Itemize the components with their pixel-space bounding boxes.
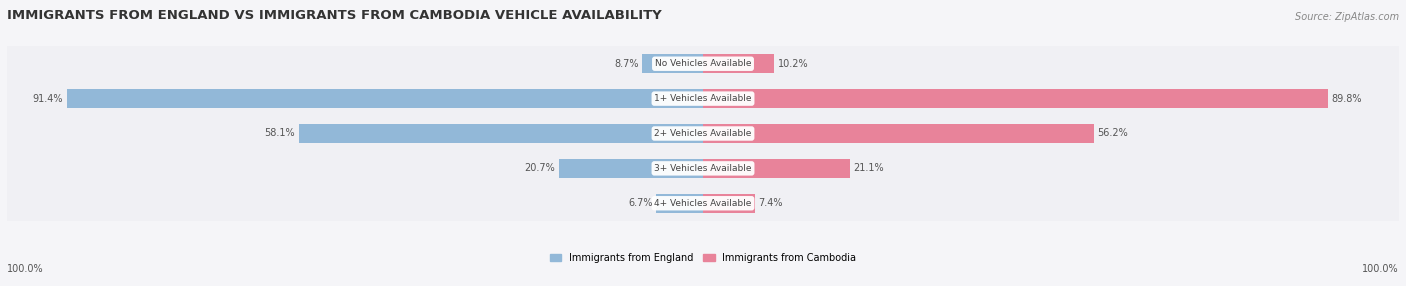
Bar (7, 151, 1399, 186)
Bar (643, 54, 703, 73)
Text: No Vehicles Available: No Vehicles Available (655, 59, 751, 68)
Text: 21.1%: 21.1% (853, 163, 884, 173)
Legend: Immigrants from England, Immigrants from Cambodia: Immigrants from England, Immigrants from… (546, 249, 860, 267)
Text: 10.2%: 10.2% (778, 59, 808, 69)
Bar (657, 194, 703, 213)
Text: 56.2%: 56.2% (1098, 128, 1129, 138)
Bar (7, 81, 1399, 116)
Text: 8.7%: 8.7% (614, 59, 638, 69)
Text: 3+ Vehicles Available: 3+ Vehicles Available (654, 164, 752, 173)
Text: 1+ Vehicles Available: 1+ Vehicles Available (654, 94, 752, 103)
Bar (7, 46, 1399, 81)
Bar (7, 186, 1399, 221)
Bar (703, 159, 849, 178)
Text: 58.1%: 58.1% (264, 128, 295, 138)
Bar (298, 124, 703, 143)
Text: IMMIGRANTS FROM ENGLAND VS IMMIGRANTS FROM CAMBODIA VEHICLE AVAILABILITY: IMMIGRANTS FROM ENGLAND VS IMMIGRANTS FR… (7, 9, 662, 22)
Bar (67, 89, 703, 108)
Bar (560, 159, 703, 178)
Bar (703, 54, 773, 73)
Text: 20.7%: 20.7% (524, 163, 555, 173)
Text: 100.0%: 100.0% (7, 264, 44, 274)
Text: 4+ Vehicles Available: 4+ Vehicles Available (654, 199, 752, 208)
Bar (703, 89, 1329, 108)
Text: 2+ Vehicles Available: 2+ Vehicles Available (654, 129, 752, 138)
Text: 100.0%: 100.0% (1362, 264, 1399, 274)
Text: 7.4%: 7.4% (758, 198, 783, 208)
Bar (703, 194, 755, 213)
Bar (7, 116, 1399, 151)
Text: Source: ZipAtlas.com: Source: ZipAtlas.com (1295, 12, 1399, 22)
Text: 89.8%: 89.8% (1331, 94, 1362, 104)
Text: 91.4%: 91.4% (32, 94, 63, 104)
Text: 6.7%: 6.7% (628, 198, 652, 208)
Bar (703, 124, 1094, 143)
